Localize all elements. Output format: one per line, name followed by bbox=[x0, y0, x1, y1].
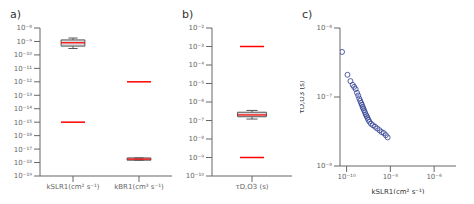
svg-text:10⁻¹⁷: 10⁻¹⁷ bbox=[14, 146, 32, 154]
svg-text:10⁻⁸: 10⁻⁸ bbox=[317, 162, 333, 170]
svg-text:kBR1(cm³ s⁻¹): kBR1(cm³ s⁻¹) bbox=[114, 183, 164, 191]
svg-text:τD,O3 (s): τD,O3 (s) bbox=[300, 80, 306, 113]
svg-text:10⁻¹⁸: 10⁻¹⁸ bbox=[14, 159, 32, 167]
svg-text:10⁻¹⁰: 10⁻¹⁰ bbox=[14, 51, 32, 59]
svg-text:τD,O3 (s): τD,O3 (s) bbox=[235, 183, 268, 191]
svg-text:10⁻⁶: 10⁻⁶ bbox=[189, 98, 205, 106]
svg-text:kSLR1(cm² s⁻¹): kSLR1(cm² s⁻¹) bbox=[371, 188, 424, 194]
svg-text:10⁻¹²: 10⁻¹² bbox=[14, 78, 32, 86]
svg-text:10⁻¹⁶: 10⁻¹⁶ bbox=[14, 132, 32, 140]
svg-text:10⁻⁶: 10⁻⁶ bbox=[426, 173, 442, 181]
svg-text:10⁻⁹: 10⁻⁹ bbox=[17, 38, 33, 46]
svg-text:10⁻⁵: 10⁻⁵ bbox=[189, 80, 205, 88]
svg-text:10⁻²: 10⁻² bbox=[189, 24, 205, 32]
svg-text:10⁻⁴: 10⁻⁴ bbox=[189, 61, 205, 69]
svg-text:kSLR1(cm² s⁻¹): kSLR1(cm² s⁻¹) bbox=[46, 183, 99, 191]
svg-text:10⁻¹¹: 10⁻¹¹ bbox=[14, 65, 32, 73]
html-text:a): a) bbox=[10, 8, 21, 21]
svg-text:10⁻⁷: 10⁻⁷ bbox=[317, 93, 333, 101]
svg-text:10⁻¹⁰: 10⁻¹⁰ bbox=[337, 173, 355, 181]
svg-text:10⁻¹⁹: 10⁻¹⁹ bbox=[14, 172, 32, 180]
svg-text:10⁻¹⁵: 10⁻¹⁵ bbox=[14, 119, 32, 127]
svg-text:10⁻⁹: 10⁻⁹ bbox=[189, 154, 205, 162]
svg-text:10⁻⁸: 10⁻⁸ bbox=[189, 135, 205, 143]
svg-text:10⁻³: 10⁻³ bbox=[189, 43, 205, 51]
html-text:c): c) bbox=[302, 8, 313, 21]
svg-text:10⁻⁸: 10⁻⁸ bbox=[383, 173, 399, 181]
svg-text:10⁻¹³: 10⁻¹³ bbox=[14, 92, 32, 100]
svg-text:10⁻⁷: 10⁻⁷ bbox=[189, 117, 205, 125]
svg-text:10⁻⁸: 10⁻⁸ bbox=[17, 24, 33, 32]
svg-text:10⁻⁶: 10⁻⁶ bbox=[317, 24, 333, 32]
html-text:b): b) bbox=[182, 8, 194, 21]
svg-text:10⁻¹⁰: 10⁻¹⁰ bbox=[186, 172, 204, 180]
svg-text:10⁻¹⁴: 10⁻¹⁴ bbox=[14, 105, 32, 113]
